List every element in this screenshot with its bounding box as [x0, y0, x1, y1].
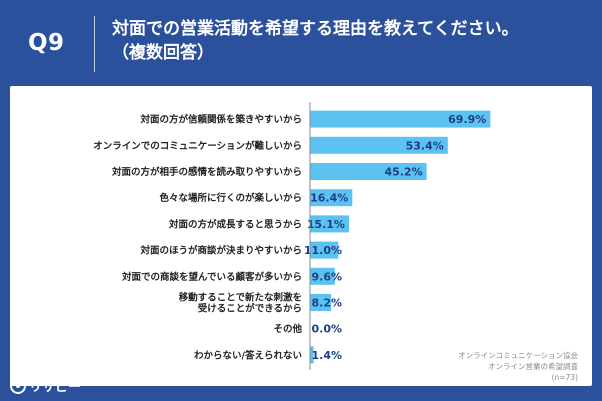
bar: [310, 267, 335, 285]
category-label: オンラインでのコミュニケーションが難しいから: [93, 140, 302, 152]
category-label: 対面の方が相手の感情を読み取りやすいから: [111, 166, 302, 178]
data-label: 15.1%: [307, 218, 345, 231]
source-line1: オンラインコミュニケーション協会: [458, 351, 578, 360]
bar-chart: 対面の方が信頼関係を築きやすいから 69.9% オンラインでのコミュニケーションが難…: [93, 102, 491, 370]
question-number: Q9: [28, 30, 65, 56]
category-label: その他: [273, 323, 302, 335]
logo-text: リサピー: [29, 380, 82, 395]
data-label: 8.2%: [311, 297, 342, 310]
header: Q9 対面での営業活動を希望する理由を教えてください。 （複数回答）: [0, 0, 602, 86]
bar: [310, 215, 349, 233]
category-label: 対面のほうが商談が決まりやすいから: [139, 245, 302, 257]
data-label: 9.6%: [311, 270, 342, 283]
data-label: 0.0%: [311, 323, 342, 336]
source-note: オンラインコミュニケーション協会 オンライン営業の希望調査 (n=73): [458, 350, 578, 383]
bar: [310, 346, 314, 364]
logo-icon: [10, 377, 26, 394]
question-title-line2: （複数回答）: [112, 43, 214, 63]
bar: [310, 110, 491, 128]
data-label: 69.9%: [448, 113, 486, 126]
category-label: 色々な場所に行くのが楽しいから: [159, 192, 302, 204]
question-title-line1: 対面での営業活動を希望する理由を教えてください。: [112, 19, 519, 39]
bar: [310, 294, 332, 311]
bar: [310, 241, 339, 259]
data-label: 11.0%: [304, 244, 342, 257]
category-label: 対面での商談を望んでいる顧客が多いから: [121, 271, 302, 283]
source-line2: オンライン営業の希望調査: [488, 362, 578, 371]
question-title: 対面での営業活動を希望する理由を教えてください。 （複数回答）: [112, 17, 582, 65]
sample-size: (n=73): [551, 373, 578, 382]
category-label: 対面の方が成長すると思うから: [168, 218, 302, 230]
bar: [310, 189, 353, 207]
bar: [310, 136, 448, 154]
data-label: 1.4%: [311, 349, 342, 362]
logo: リサピー: [10, 376, 81, 395]
data-label: 45.2%: [384, 166, 422, 179]
chart-panel: 対面の方が信頼関係を築きやすいから 69.9% オンラインでのコミュニケーションが難…: [10, 86, 592, 386]
header-divider: [94, 16, 95, 72]
data-label: 53.4%: [406, 139, 444, 152]
category-label: 対面の方が信頼関係を築きやすいから: [139, 114, 302, 126]
category-label: 移動することで新たな刺激を受けることができるから: [179, 292, 302, 315]
data-label: 16.4%: [310, 192, 348, 205]
bar: [310, 163, 427, 180]
category-label: わからない/答えられない: [194, 349, 302, 361]
